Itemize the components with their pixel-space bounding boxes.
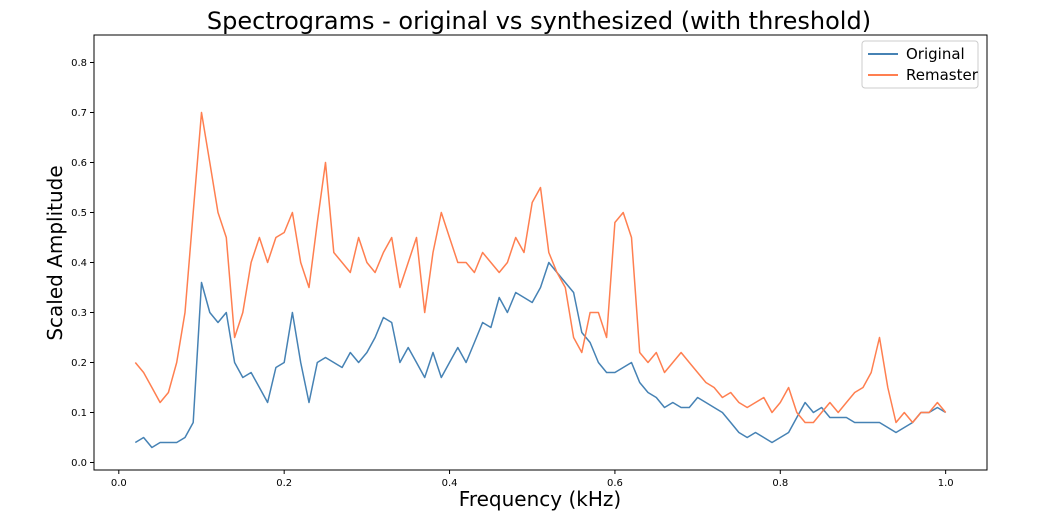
legend-entries: Original Remaster xyxy=(868,45,979,84)
plot-area xyxy=(93,34,988,471)
y-tick-label: 0.0 xyxy=(71,458,87,469)
x-tick-label: 0.2 xyxy=(276,478,292,489)
legend-box xyxy=(861,40,979,89)
y-tick-label: 0.2 xyxy=(71,358,87,369)
legend-label-remaster: Remaster xyxy=(906,66,979,84)
x-tick-label: 0.8 xyxy=(772,478,788,489)
y-axis: 0.0 0.1 0.2 0.3 0.4 0.5 0.6 0.7 0.8 xyxy=(71,58,94,469)
y-tick-label: 0.1 xyxy=(71,408,87,419)
x-axis-label: Frequency (kHz) xyxy=(459,487,621,511)
x-tick-label: 1.0 xyxy=(938,478,954,489)
series-line-original xyxy=(134,261,947,449)
x-tick-label: 0.0 xyxy=(111,478,127,489)
y-tick-label: 0.7 xyxy=(71,108,87,119)
series-layer xyxy=(134,111,947,449)
y-tick-label: 0.8 xyxy=(71,58,87,69)
y-axis-label: Scaled Amplitude xyxy=(43,165,67,340)
legend-label-original: Original xyxy=(906,45,965,63)
x-tick-label: 0.4 xyxy=(442,478,458,489)
x-tick-label: 0.6 xyxy=(607,478,623,489)
series-line-remaster xyxy=(134,111,947,424)
x-axis: 0.0 0.2 0.4 0.6 0.8 1.0 xyxy=(111,470,954,489)
y-tick-label: 0.5 xyxy=(71,208,87,219)
y-tick-label: 0.4 xyxy=(71,258,87,269)
chart-title: Spectrograms - original vs synthesized (… xyxy=(207,7,871,35)
plot-frame xyxy=(93,34,988,471)
y-tick-label: 0.3 xyxy=(71,308,87,319)
legend: Original Remaster xyxy=(861,40,979,89)
y-tick-label: 0.6 xyxy=(71,158,87,169)
